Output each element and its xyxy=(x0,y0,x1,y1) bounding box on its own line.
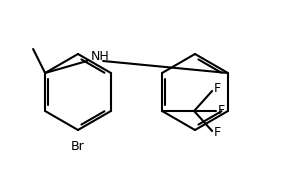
Text: F: F xyxy=(218,105,225,118)
Text: NH: NH xyxy=(91,50,110,63)
Text: Br: Br xyxy=(71,140,85,153)
Text: F: F xyxy=(214,127,221,139)
Text: F: F xyxy=(214,82,221,95)
